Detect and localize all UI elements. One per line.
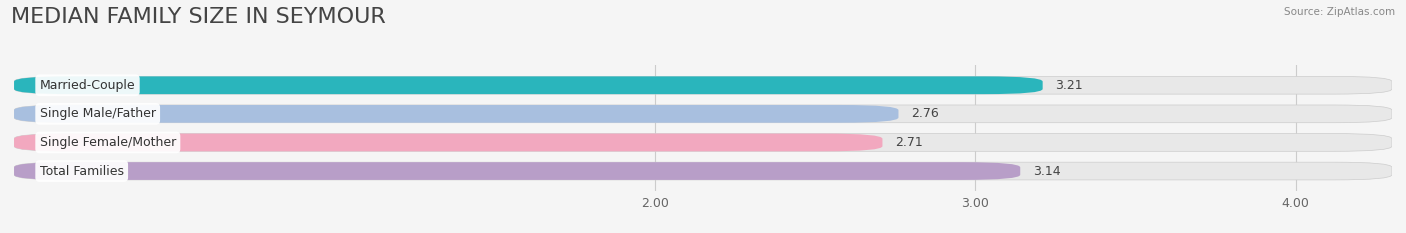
Text: 2.71: 2.71: [896, 136, 922, 149]
FancyBboxPatch shape: [14, 162, 1392, 180]
Text: 3.21: 3.21: [1056, 79, 1083, 92]
Text: 2.76: 2.76: [911, 107, 939, 120]
Text: Total Families: Total Families: [39, 164, 124, 178]
Text: Married-Couple: Married-Couple: [39, 79, 135, 92]
Text: Single Male/Father: Single Male/Father: [39, 107, 156, 120]
FancyBboxPatch shape: [14, 134, 883, 151]
FancyBboxPatch shape: [14, 105, 898, 123]
Text: MEDIAN FAMILY SIZE IN SEYMOUR: MEDIAN FAMILY SIZE IN SEYMOUR: [11, 7, 387, 27]
Text: Source: ZipAtlas.com: Source: ZipAtlas.com: [1284, 7, 1395, 17]
Text: 3.14: 3.14: [1033, 164, 1060, 178]
FancyBboxPatch shape: [14, 76, 1392, 94]
FancyBboxPatch shape: [14, 105, 1392, 123]
Text: Single Female/Mother: Single Female/Mother: [39, 136, 176, 149]
FancyBboxPatch shape: [14, 76, 1043, 94]
FancyBboxPatch shape: [14, 134, 1392, 151]
FancyBboxPatch shape: [14, 162, 1021, 180]
